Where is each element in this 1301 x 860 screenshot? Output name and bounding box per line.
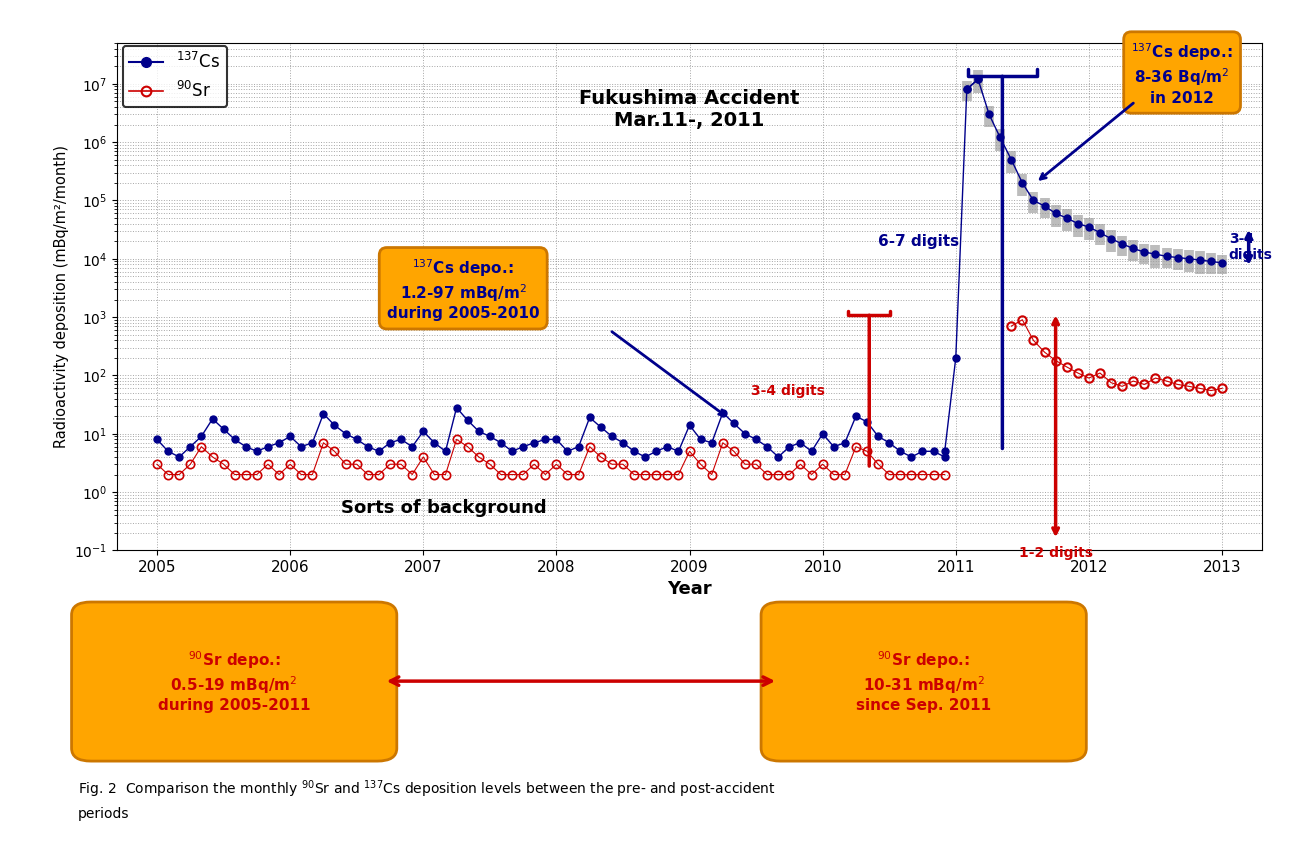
Text: $^{90}$Sr depo.:
0.5-19 mBq/m$^2$
during 2005-2011: $^{90}$Sr depo.: 0.5-19 mBq/m$^2$ during… [157, 649, 311, 713]
Text: $^{137}$Cs depo.:
8-36 Bq/m$^2$
in 2012: $^{137}$Cs depo.: 8-36 Bq/m$^2$ in 2012 [1132, 41, 1233, 106]
Text: $^{137}$Cs depo.:
1.2-97 mBq/m$^2$
during 2005-2010: $^{137}$Cs depo.: 1.2-97 mBq/m$^2$ durin… [386, 257, 540, 322]
Text: $^{90}$Sr depo.:
10-31 mBq/m$^2$
since Sep. 2011: $^{90}$Sr depo.: 10-31 mBq/m$^2$ since S… [856, 649, 991, 713]
Y-axis label: Radioactivity deposition (mBq/m²/month): Radioactivity deposition (mBq/m²/month) [53, 145, 69, 448]
Text: Year: Year [667, 580, 712, 598]
Text: 6-7 digits: 6-7 digits [878, 234, 959, 249]
Text: 1-2 digits: 1-2 digits [1019, 546, 1093, 560]
Text: periods: periods [78, 808, 130, 821]
Text: 3-4 digits: 3-4 digits [752, 384, 825, 397]
Text: Fig. 2  Comparison the monthly $^{90}$Sr and $^{137}$Cs deposition levels betwee: Fig. 2 Comparison the monthly $^{90}$Sr … [78, 778, 775, 800]
Legend: $^{137}$Cs, $^{90}$Sr: $^{137}$Cs, $^{90}$Sr [122, 46, 228, 108]
Text: Sorts of background: Sorts of background [341, 500, 546, 518]
Text: 3-4
digits: 3-4 digits [1228, 231, 1272, 262]
Text: Fukushima Accident
Mar.11-, 2011: Fukushima Accident Mar.11-, 2011 [579, 89, 800, 130]
